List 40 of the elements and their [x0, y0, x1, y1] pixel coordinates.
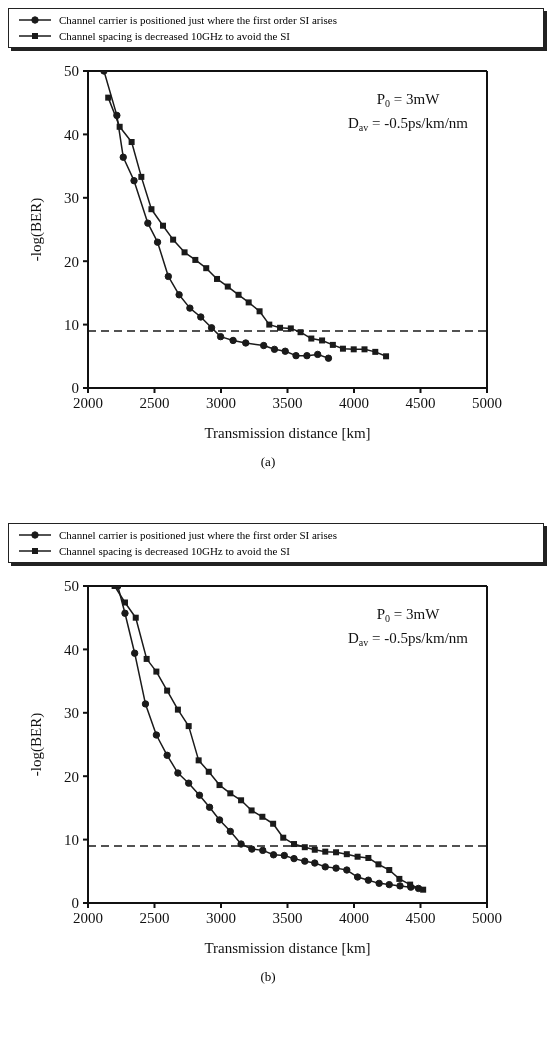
legend-label: Channel carrier is positioned just where the first order SI arises — [59, 14, 337, 26]
legend-label: Channel spacing is decreased 10GHz to avoid the SI — [59, 30, 290, 42]
y-tick-label: 0 — [71, 380, 79, 397]
annotation: P$_{0}$ = 3mW — [376, 606, 441, 624]
x-tick-label: 4000 — [339, 394, 369, 411]
y-tick-label: 0 — [71, 895, 79, 912]
legend-label: Channel carrier is positioned just where the first order SI arises — [59, 529, 337, 541]
y-tick-label: 20 — [64, 768, 79, 785]
x-tick-label: 2500 — [139, 909, 170, 926]
annotation: P$_{0}$ = 3mW — [376, 91, 441, 109]
y-tick-label: 40 — [64, 126, 79, 143]
y-axis-title: -log(BER) — [28, 197, 46, 262]
x-tick-label: 3500 — [272, 394, 303, 411]
legend-label: Channel spacing is decreased 10GHz to avoid the SI — [59, 545, 290, 557]
y-tick-label: 30 — [64, 705, 79, 722]
x-tick-label: 5000 — [472, 394, 502, 411]
y-tick-label: 30 — [64, 190, 79, 207]
annotation: D$_{av}$ = -0.5ps/km/nm — [347, 115, 469, 133]
x-tick-label: 4500 — [405, 909, 436, 926]
x-tick-label: 5000 — [472, 909, 502, 926]
x-axis-title: Transmission distance [km] — [204, 940, 371, 956]
x-tick-label: 3000 — [206, 394, 236, 411]
x-tick-label: 2500 — [139, 394, 170, 411]
y-tick-label: 20 — [64, 253, 79, 270]
x-tick-label: 2000 — [73, 909, 103, 926]
y-tick-label: 10 — [64, 831, 79, 848]
y-axis-title: -log(BER) — [28, 712, 46, 777]
x-tick-label: 4500 — [405, 394, 436, 411]
y-tick-label: 40 — [64, 641, 79, 658]
y-tick-label: 50 — [64, 578, 79, 595]
text: (b) — [259, 969, 277, 985]
x-axis-title: Transmission distance [km] — [204, 425, 371, 441]
x-tick-label: 4000 — [339, 909, 369, 926]
y-tick-label: 50 — [64, 63, 79, 80]
annotation: D$_{av}$ = -0.5ps/km/nm — [347, 630, 469, 648]
text: (a) — [259, 454, 277, 470]
x-tick-label: 3000 — [206, 909, 236, 926]
x-tick-label: 3500 — [272, 909, 303, 926]
x-tick-label: 2000 — [73, 394, 103, 411]
y-tick-label: 10 — [64, 316, 79, 333]
